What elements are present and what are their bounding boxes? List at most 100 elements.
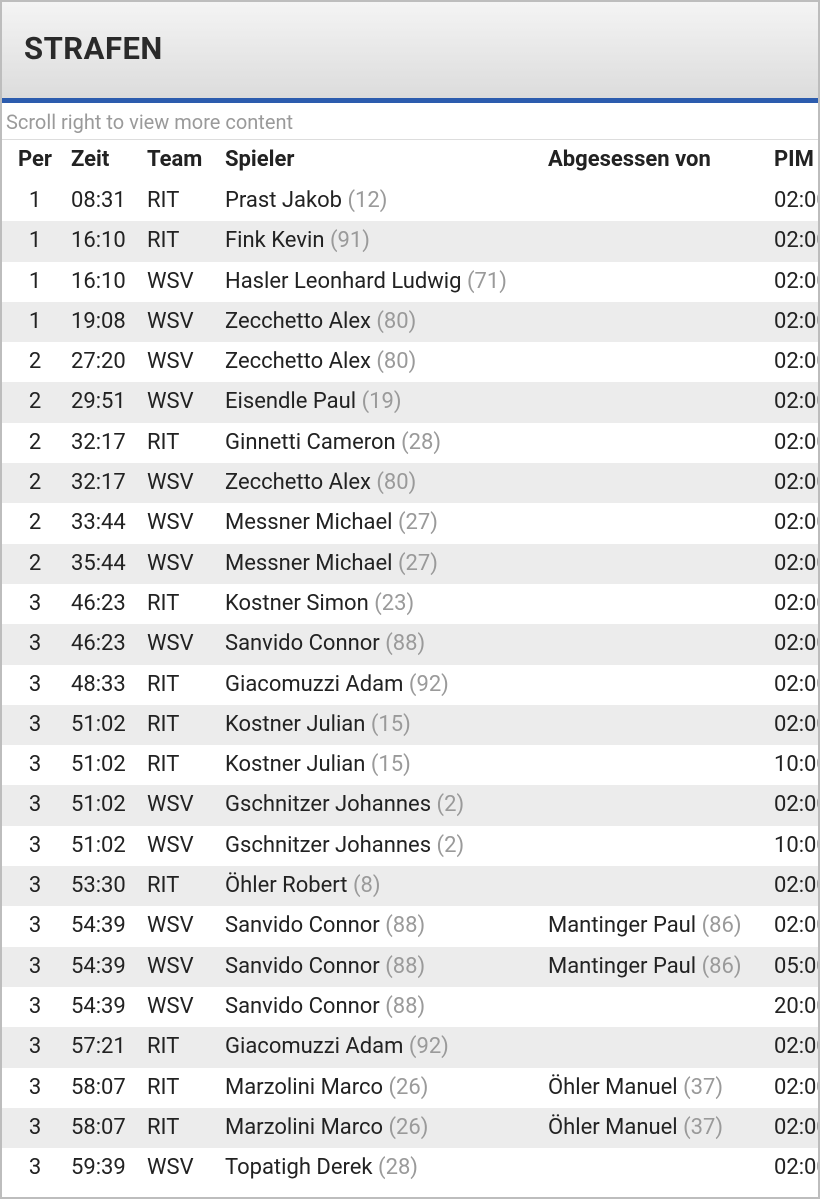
scroll-hint: Scroll right to view more content (6, 110, 294, 134)
pim: 02:00 (774, 510, 818, 536)
team: WSV (147, 268, 194, 294)
penalty-row: 2 33:44 WSV Messner Michael (27) 02:00 (2, 503, 818, 543)
penalty-row: 3 54:39 WSV Sanvido Connor (88) Mantinger Pa… (2, 946, 818, 987)
player-name: Sanvido Connor (225, 631, 380, 657)
penalty-row: 3 51:02 RIT Kostner Julian (15) 02:00 (2, 704, 818, 746)
period: 2 (28, 389, 42, 415)
player-cell: Marzolini Marco (26) (225, 1108, 428, 1148)
time: 29:51 (71, 389, 126, 415)
time: 46:23 (71, 631, 126, 657)
player-cell: Öhler Robert (8) (225, 866, 381, 906)
player-name: Topatigh Derek (225, 1155, 373, 1181)
player-number: (28) (378, 1155, 418, 1181)
team: WSV (147, 470, 194, 496)
team: WSV (147, 631, 194, 657)
team: RIT (147, 711, 180, 737)
pim: 02:00 (774, 308, 818, 334)
player-name: Eisendle Paul (225, 389, 357, 415)
penalty-row: 3 46:23 RIT Kostner Simon (23) 02:00 (2, 584, 818, 624)
column-header[interactable]: Per (18, 147, 52, 172)
player-number: (19) (361, 389, 402, 415)
penalty-row: 1 08:31 RIT Prast Jakob (12) 02:00 (2, 181, 818, 221)
served-by-cell: Mantinger Paul (86) (548, 947, 742, 987)
player-name: Kostner Julian (225, 711, 366, 737)
player-cell: Prast Jakob (12) (225, 181, 387, 221)
penalty-row: 3 53:30 RIT Öhler Robert (8) 02:00 (2, 866, 818, 907)
pim: 05:00 (774, 953, 818, 979)
time: 58:07 (71, 1114, 126, 1140)
pim: 02:00 (774, 1155, 818, 1181)
time: 16:10 (71, 228, 126, 254)
served-by-number: (86) (701, 913, 742, 939)
player-name: Kostner Julian (225, 752, 366, 778)
player-name: Zecchetto Alex (225, 308, 371, 334)
player-name: Prast Jakob (225, 188, 343, 213)
team: WSV (147, 349, 194, 375)
column-header[interactable]: Zeit (71, 147, 110, 172)
pim: 02:00 (774, 631, 818, 657)
player-number: (88) (385, 631, 426, 657)
time: 51:02 (71, 792, 126, 818)
time: 32:17 (71, 429, 126, 455)
time: 46:23 (71, 590, 126, 616)
served-by-number: (37) (683, 1074, 724, 1100)
player-cell: Kostner Julian (15) (225, 705, 411, 745)
player-cell: Fink Kevin (91) (225, 221, 370, 261)
panel-title: STRAFEN (24, 30, 163, 67)
pim: 02:00 (774, 590, 818, 616)
player-number: (80) (376, 308, 417, 334)
time: 48:33 (71, 671, 126, 697)
penalty-row: 2 35:44 WSV Messner Michael (27) 02:00 (2, 543, 818, 584)
period: 3 (28, 913, 42, 939)
served-by-name: Öhler Manuel (548, 1074, 678, 1100)
team: RIT (147, 429, 180, 455)
player-cell: Sanvido Connor (88) (225, 987, 425, 1027)
column-header[interactable]: PIM (774, 147, 814, 172)
period: 1 (28, 228, 42, 254)
pim: 02:00 (774, 671, 818, 697)
penalty-row: 1 19:08 WSV Zecchetto Alex (80) 02:00 (2, 301, 818, 343)
column-header[interactable]: Abgesessen von (548, 147, 711, 172)
period: 2 (28, 510, 42, 536)
player-number: (2) (436, 792, 465, 818)
pim: 02:00 (774, 228, 818, 254)
team: WSV (147, 550, 194, 576)
player-cell: Messner Michael (27) (225, 544, 438, 584)
column-header[interactable]: Team (147, 147, 203, 172)
period: 2 (28, 550, 42, 576)
period: 2 (28, 349, 42, 375)
period: 3 (28, 832, 42, 858)
player-cell: Sanvido Connor (88) (225, 624, 425, 664)
period: 2 (28, 470, 42, 496)
period: 3 (28, 671, 42, 697)
time: 58:07 (71, 1074, 126, 1100)
team: WSV (147, 389, 194, 415)
time: 51:02 (71, 832, 126, 858)
team: WSV (147, 993, 194, 1019)
pim: 02:00 (774, 792, 818, 818)
pim: 02:00 (774, 550, 818, 576)
player-number: (80) (376, 349, 417, 375)
team: WSV (147, 792, 194, 818)
player-number: (88) (385, 953, 426, 979)
period: 3 (28, 1034, 42, 1060)
penalty-row: 3 46:23 WSV Sanvido Connor (88) 02:00 (2, 624, 818, 665)
pim: 10:00 (774, 752, 818, 778)
penalty-row: 3 51:02 WSV Gschnitzer Johannes (2) 02:00 (2, 785, 818, 826)
pim: 02:00 (774, 711, 818, 737)
penalty-row: 3 54:39 WSV Sanvido Connor (88) Mantinger Pa… (2, 906, 818, 946)
player-name: Giacomuzzi Adam (225, 1034, 404, 1060)
time: 27:20 (71, 349, 126, 375)
player-name: Ginnetti Cameron (225, 429, 396, 455)
pim: 02:00 (774, 1034, 818, 1060)
pim: 02:00 (774, 268, 818, 294)
team: RIT (147, 1034, 180, 1060)
served-by-name: Mantinger Paul (548, 953, 697, 979)
player-cell: Zecchetto Alex (80) (225, 463, 416, 503)
team: RIT (147, 188, 180, 213)
period: 3 (28, 1074, 42, 1100)
player-number: (27) (397, 510, 438, 536)
period: 3 (28, 873, 42, 899)
column-header[interactable]: Spieler (225, 147, 295, 172)
